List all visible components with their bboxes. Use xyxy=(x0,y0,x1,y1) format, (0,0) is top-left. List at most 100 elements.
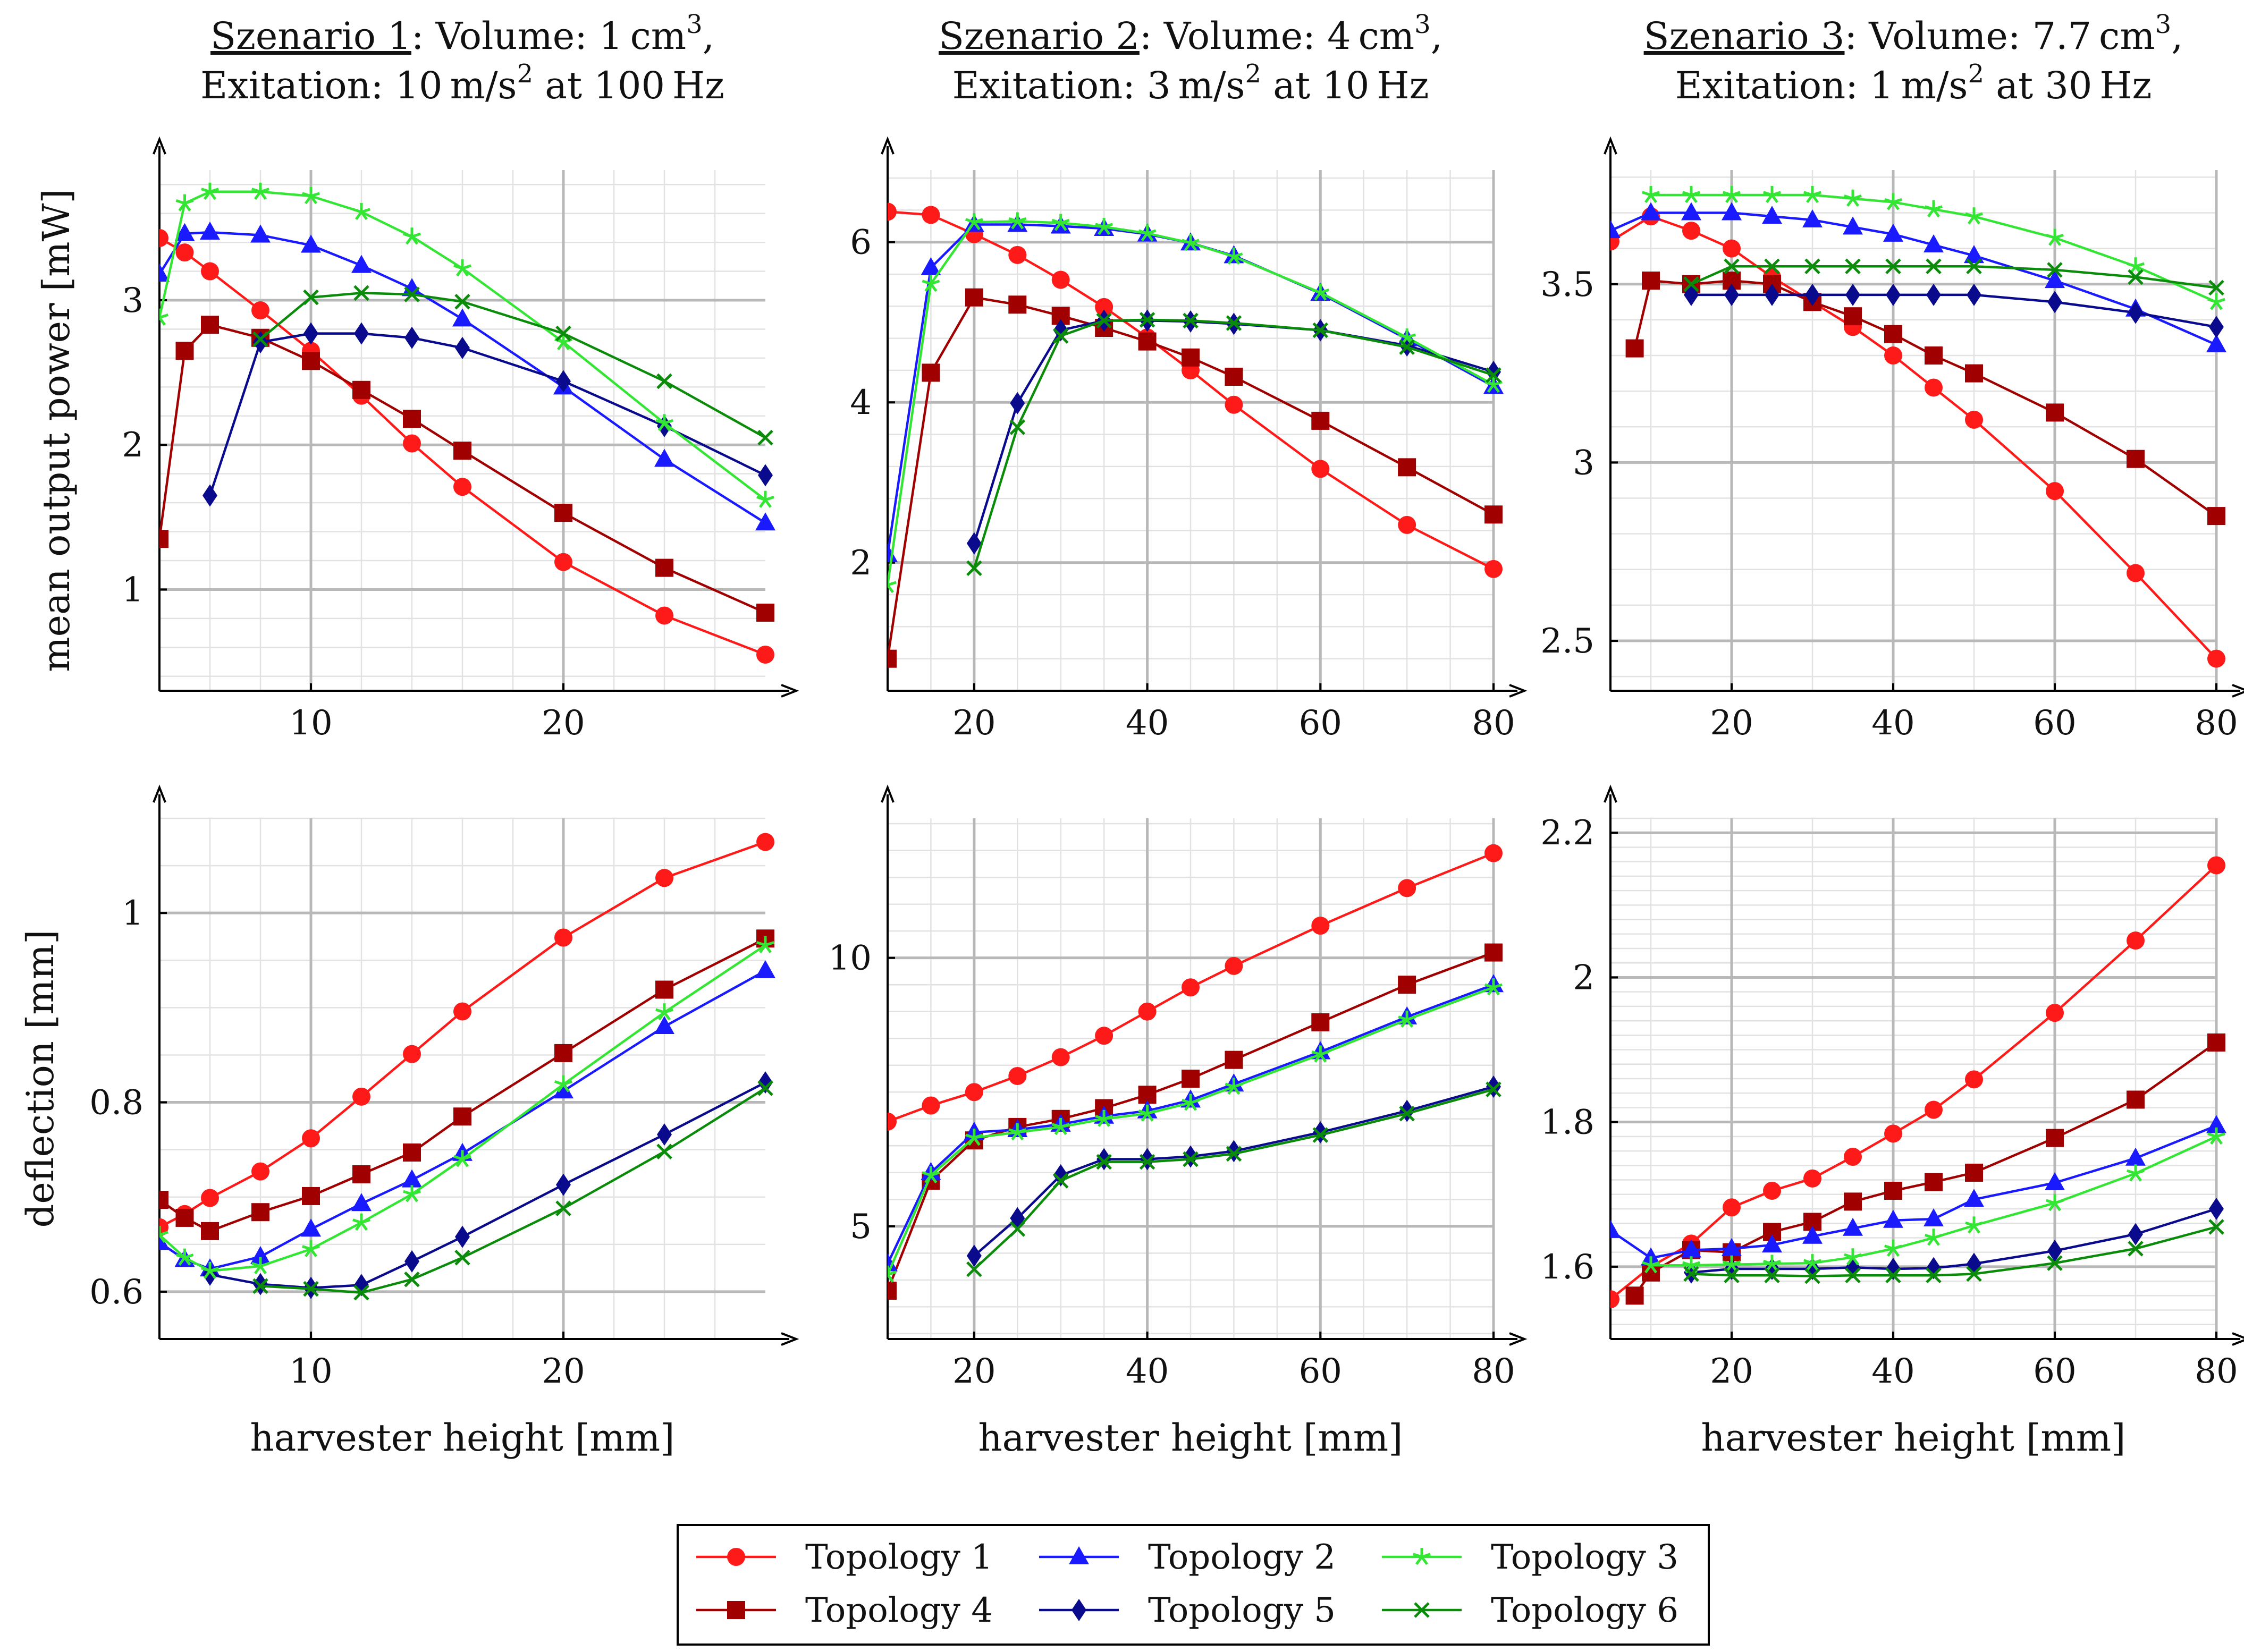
series-topology-4-marker xyxy=(453,1107,471,1126)
series-topology-1-marker xyxy=(159,228,168,247)
legend: Topology 1 Topology 2 Topology 3 Topology 4… xyxy=(677,1524,1710,1646)
series-topology-5-marker xyxy=(404,326,419,349)
series-topology-3-marker xyxy=(352,202,370,221)
series-topology-6-marker xyxy=(1096,1154,1112,1170)
series-topology-6-marker xyxy=(555,325,571,342)
series-topology-3-marker xyxy=(965,213,983,231)
series-topology-6-marker xyxy=(1183,312,1199,329)
series-topology-2-marker xyxy=(351,255,372,273)
x-tick-label: 60 xyxy=(2033,1352,2076,1391)
series-topology-4-marker xyxy=(1925,1173,1943,1191)
series-topology-5 xyxy=(1684,1198,2224,1284)
series-topology-3-marker xyxy=(1182,234,1200,251)
y-tick-label: 0.8 xyxy=(89,1083,144,1123)
series-topology-3-marker xyxy=(1095,1109,1113,1127)
series-topology-1-marker xyxy=(1965,410,1983,429)
legend-box xyxy=(677,1524,1710,1646)
scenario-frequency: at 30 Hz xyxy=(1984,64,2152,107)
series-topology-5-marker xyxy=(455,1225,470,1248)
series-topology-6-marker xyxy=(2047,1255,2063,1271)
axes: 20 40 60 80 2 4 6 xyxy=(850,136,1528,743)
series-topology-3-marker xyxy=(1484,978,1503,996)
series-topology-5-marker xyxy=(2047,291,2062,314)
series-topology-5-marker xyxy=(2047,1239,2062,1262)
series-topology-1 xyxy=(888,844,1503,1131)
series-topology-2-marker xyxy=(301,234,321,253)
series-topology-1-marker xyxy=(1008,1066,1027,1085)
series-topology-6-marker xyxy=(1885,258,1901,275)
x-axis-arrow xyxy=(1509,1332,1528,1346)
series-topology-3 xyxy=(1642,1127,2225,1274)
series-topology-4-line xyxy=(1633,1041,2217,1297)
x-axis-arrow xyxy=(781,1332,799,1346)
series-topology-4 xyxy=(1625,1033,2225,1305)
series-topology-6-marker xyxy=(1926,258,1942,275)
x-tick-label: 20 xyxy=(1710,704,1753,743)
series-topology-1-marker xyxy=(1965,1070,1983,1089)
series-topology-6 xyxy=(1683,1219,2224,1284)
series-group xyxy=(1610,186,2226,668)
x-tick-label: 80 xyxy=(1472,704,1515,743)
series-topology-1-marker xyxy=(1763,1181,1781,1200)
series-topology-6-marker xyxy=(966,1261,982,1277)
series-topology-2 xyxy=(1610,1115,2226,1266)
series-topology-4-marker xyxy=(922,363,940,382)
series-topology-2-marker xyxy=(1610,220,1621,239)
series-topology-2-marker xyxy=(1883,1209,1903,1228)
x-tick-label: 40 xyxy=(1126,704,1169,743)
series-topology-4-marker xyxy=(159,1191,168,1209)
legend-entry-topology-6: Topology 6 xyxy=(1382,1591,1678,1630)
series-topology-6-marker xyxy=(1845,258,1861,275)
series-topology-3-marker xyxy=(655,414,673,431)
series-topology-5-marker xyxy=(1926,1257,1941,1280)
series-topology-1-marker xyxy=(554,928,572,947)
series-topology-2-marker xyxy=(2045,1172,2065,1190)
series-topology-6-marker xyxy=(757,429,773,446)
series-topology-2-marker xyxy=(2206,334,2226,352)
series-topology-2-marker xyxy=(351,1193,372,1212)
series-topology-3-line xyxy=(1651,193,2217,303)
panel-scenario-2-mean-output-power: 20 40 60 80 2 4 6 xyxy=(850,136,1528,743)
series-topology-6-marker xyxy=(303,1281,319,1297)
series-topology-6-marker xyxy=(1226,1146,1242,1162)
y-axis-label-power: mean output power [mW] xyxy=(35,189,78,672)
series-topology-3-marker xyxy=(302,1240,320,1257)
series-topology-4-marker xyxy=(2207,1033,2225,1052)
series-topology-4-marker xyxy=(2046,403,2064,422)
series-topology-4-marker xyxy=(2127,450,2145,468)
series-topology-2-marker xyxy=(1641,202,1661,221)
series-topology-6 xyxy=(252,1080,773,1301)
series-topology-3-marker xyxy=(1138,1104,1157,1122)
y-axis-arrow xyxy=(153,136,166,155)
series-topology-1-marker xyxy=(1398,879,1416,897)
legend-label: Topology 5 xyxy=(1148,1591,1336,1630)
series-topology-1-marker xyxy=(1484,844,1503,862)
series-topology-1-marker xyxy=(1484,560,1503,578)
axes: 20 40 60 80 2.5 3 3.5 xyxy=(1540,136,2244,743)
scenario-volume: : Volume: 4 cm xyxy=(1140,14,1414,58)
series-topology-4-marker xyxy=(302,352,320,370)
y-axis-arrow xyxy=(153,784,166,803)
series-topology-3-marker xyxy=(888,576,897,594)
series-topology-6-marker xyxy=(353,285,369,301)
series-topology-3-marker xyxy=(965,1129,983,1146)
x-axis-labels: harvester height [mm] harvester height [m… xyxy=(250,1416,2126,1460)
series-topology-2-marker xyxy=(1964,245,1984,264)
series-topology-6-marker xyxy=(1764,1267,1780,1283)
y-axis-labels: mean output power [mW] deflection [mm] xyxy=(19,189,78,1227)
y-tick-label: 1 xyxy=(122,894,144,933)
axes: 10 20 1 2 3 xyxy=(122,136,799,743)
series-topology-5-marker xyxy=(1724,283,1739,306)
series-topology-3-marker xyxy=(1398,1010,1416,1028)
series-topology-3-marker xyxy=(1763,1255,1781,1272)
series-topology-6-marker xyxy=(1683,276,1699,292)
y-tick-label: 2 xyxy=(850,544,872,583)
series-topology-4-marker xyxy=(888,1282,897,1300)
y-tick-label: 2.5 xyxy=(1540,622,1595,661)
series-topology-6-marker xyxy=(1764,258,1780,275)
y-axis-arrow xyxy=(881,136,895,155)
series-topology-1-marker xyxy=(1225,956,1243,975)
series-topology-6-marker xyxy=(1724,1267,1740,1283)
legend-entry-topology-4: Topology 4 xyxy=(696,1591,993,1630)
scenario-title-line2: Exitation: 1 m/s2 at 30 Hz xyxy=(1675,59,2152,107)
